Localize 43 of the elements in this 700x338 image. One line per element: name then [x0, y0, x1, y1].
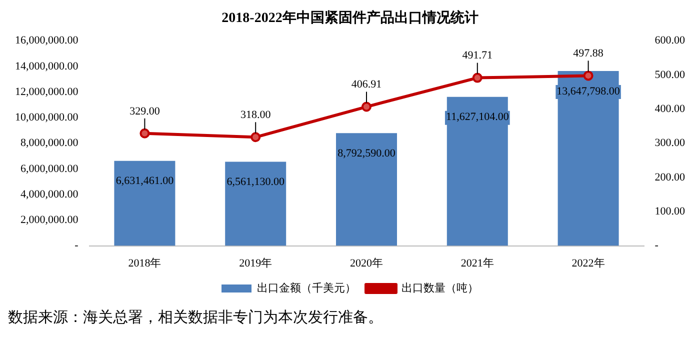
- point: [362, 102, 372, 112]
- legend-label: 出口金额（千美元）: [257, 281, 356, 294]
- bar: [336, 133, 397, 246]
- point: [250, 132, 261, 142]
- y2-tick-label: 600.00: [654, 34, 686, 47]
- y2-tick-label: 100.00: [654, 206, 686, 218]
- y2-tick-label: 300.00: [654, 137, 686, 150]
- data-label: 11,627,104.00: [446, 111, 510, 124]
- data-label: 6,561,130.00: [226, 176, 285, 188]
- data-label: 318.00: [240, 109, 272, 122]
- data-label: 497.88: [573, 48, 604, 60]
- data-label: 6,631,461.00: [116, 175, 174, 188]
- y2-tick-label: 400.00: [654, 103, 686, 116]
- y-tick-label: 10,000,000.00: [15, 112, 79, 124]
- y2-tick-label: 500.00: [654, 68, 686, 81]
- y-tick-label: 6,000,000.00: [20, 162, 79, 175]
- source-note: 数据来源：海关总署，相关数据非专门为本次发行准备。: [8, 308, 384, 327]
- y-tick-label: 2,000,000.00: [20, 214, 79, 226]
- y2-tick-label: 200.00: [654, 171, 686, 184]
- x-tick-label: 2018年: [128, 257, 162, 270]
- x-tick-label: 2021年: [460, 257, 494, 270]
- y-tick-label: 12,000,000.00: [15, 86, 79, 98]
- legend-label: 出口数量（吨）: [402, 281, 478, 294]
- y-tick-label: 16,000,000.00: [15, 34, 79, 47]
- x-tick-label: 2019年: [239, 257, 272, 270]
- data-label: 13,647,798.00: [556, 85, 620, 98]
- chart-title: 2018-2022年中国紧固件产品出口情况统计: [222, 9, 478, 26]
- bar: [446, 96, 508, 246]
- point: [140, 128, 150, 138]
- point: [583, 70, 594, 81]
- data-label: 491.71: [462, 50, 493, 62]
- data-label: 329.00: [130, 105, 160, 118]
- bar: [558, 70, 619, 246]
- x-tick-label: 2022年: [572, 257, 605, 270]
- y-tick-label: -: [74, 240, 79, 252]
- x-tick-label: 2020年: [350, 257, 383, 270]
- y-tick-label: 8,000,000.00: [20, 137, 79, 150]
- data-label: 8,792,590.00: [338, 148, 396, 160]
- y-tick-label: 14,000,000.00: [15, 60, 79, 72]
- point: [472, 72, 482, 83]
- y-tick-label: 4,000,000.00: [20, 188, 79, 200]
- data-label: 406.91: [351, 78, 382, 91]
- y2-tick-label: -: [654, 240, 659, 252]
